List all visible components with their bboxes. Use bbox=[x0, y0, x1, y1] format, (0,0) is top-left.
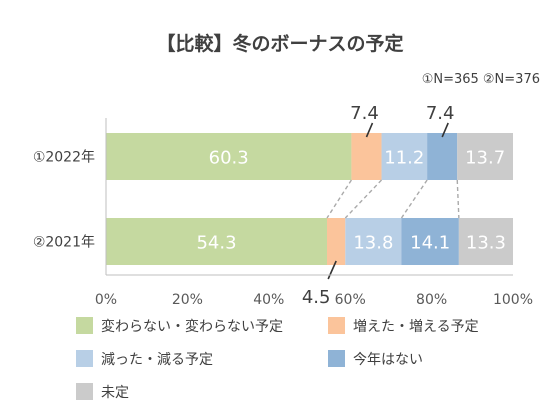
bar-segment bbox=[106, 133, 352, 180]
data-label: 54.3 bbox=[196, 233, 236, 254]
callout-line bbox=[327, 260, 337, 280]
chart-title: 【比較】冬のボーナスの予定 bbox=[156, 32, 403, 55]
x-tick-label: 20% bbox=[172, 292, 203, 308]
callout-line bbox=[365, 122, 374, 138]
bar-segment bbox=[457, 133, 513, 180]
connector-line bbox=[400, 179, 428, 219]
legend-label: 増えた・増える予定 bbox=[353, 319, 479, 335]
legend-swatch bbox=[328, 317, 345, 334]
category-label: ①2022年 bbox=[33, 150, 95, 166]
plot-area: ①2022年 60.3 11.2 13.7 ②2021年 54.3 13.8 14.1 13.3… bbox=[33, 103, 533, 308]
bar-segment bbox=[381, 133, 428, 180]
x-tick-label: 100% bbox=[493, 292, 533, 308]
x-tick-label: 40% bbox=[253, 292, 284, 308]
bar-segment bbox=[106, 218, 328, 265]
legend-label: 減った・減る予定 bbox=[101, 351, 213, 368]
legend-swatch bbox=[76, 317, 93, 334]
data-label: 13.7 bbox=[465, 148, 505, 169]
data-label: 11.2 bbox=[384, 148, 424, 169]
bar-segment bbox=[327, 218, 346, 265]
data-label: 7.4 bbox=[426, 103, 455, 124]
bar-segment bbox=[345, 218, 402, 265]
x-tick-label: 0% bbox=[95, 292, 117, 308]
data-label: 7.4 bbox=[350, 103, 379, 124]
data-label: 60.3 bbox=[209, 148, 249, 169]
sample-size-note: ①N=365 ②N=376 bbox=[422, 72, 540, 87]
legend-label: 今年はない bbox=[353, 352, 423, 368]
legend-label: 変わらない・変わらない予定 bbox=[101, 318, 283, 335]
legend-label: 未定 bbox=[101, 385, 129, 401]
bar-segment bbox=[458, 218, 513, 265]
x-tick-label: 80% bbox=[416, 292, 447, 308]
bar-segment bbox=[401, 218, 459, 265]
data-label: 13.3 bbox=[466, 233, 506, 254]
connector-line bbox=[326, 179, 353, 219]
x-tick-label: 60% bbox=[335, 292, 366, 308]
category-label: ②2021年 bbox=[33, 235, 95, 251]
legend-swatch bbox=[76, 383, 93, 400]
legend-swatch bbox=[328, 350, 345, 367]
connector-line bbox=[344, 179, 383, 219]
callout-line bbox=[441, 122, 449, 138]
connector-line bbox=[456, 179, 460, 219]
legend-swatch bbox=[76, 350, 93, 367]
data-label: 13.8 bbox=[353, 233, 393, 254]
data-label: 14.1 bbox=[410, 233, 450, 254]
bar-segment bbox=[351, 133, 382, 180]
data-label: 4.5 bbox=[302, 287, 331, 308]
bar-segment bbox=[427, 133, 458, 180]
